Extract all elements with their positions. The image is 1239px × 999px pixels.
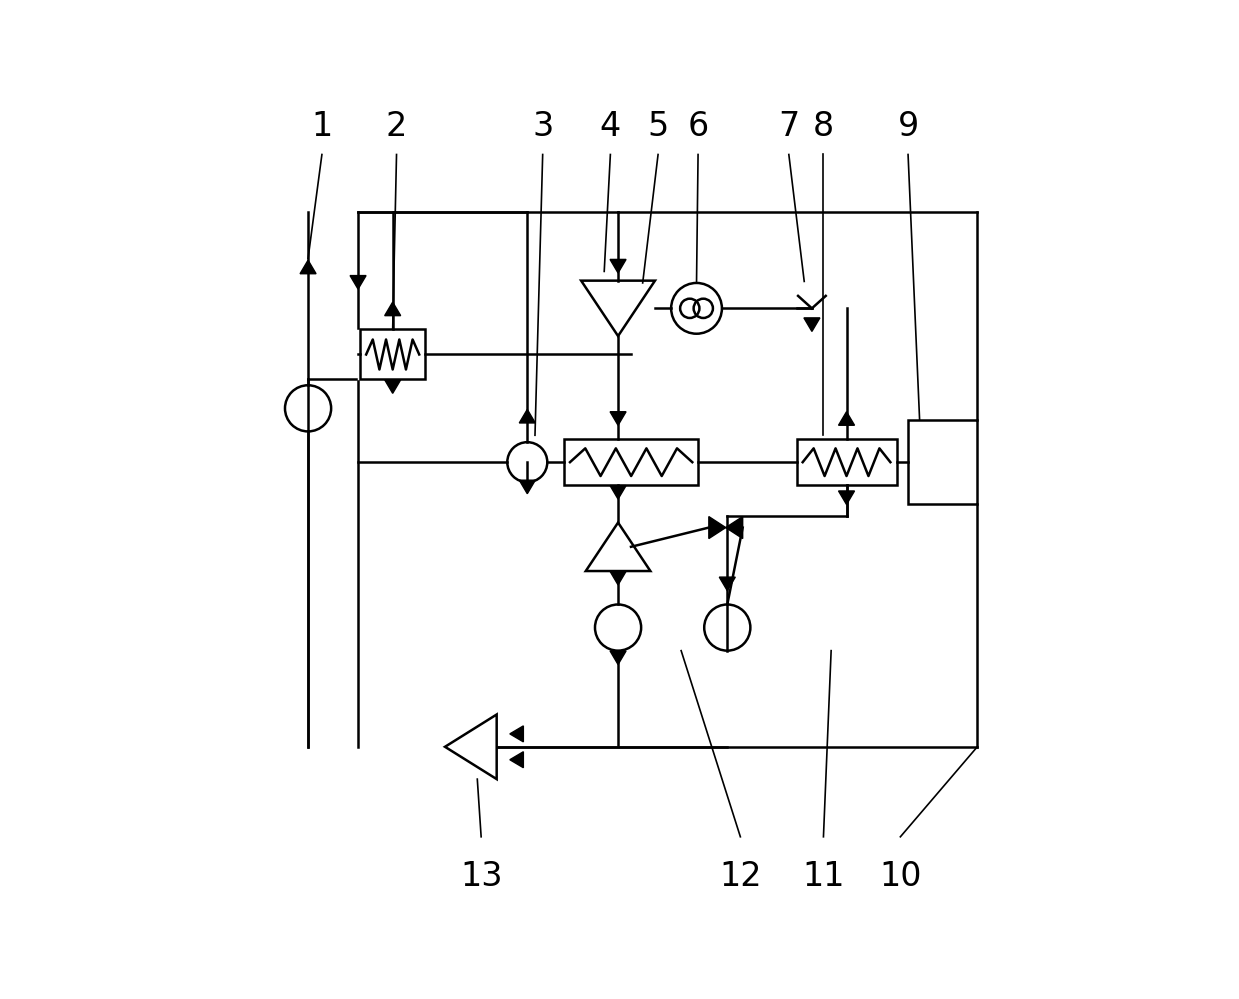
Text: 2: 2 xyxy=(385,110,408,143)
Polygon shape xyxy=(300,260,316,274)
Polygon shape xyxy=(804,318,820,332)
Polygon shape xyxy=(726,516,742,538)
Bar xyxy=(564,440,699,486)
Text: 6: 6 xyxy=(688,110,709,143)
Polygon shape xyxy=(509,726,523,742)
Polygon shape xyxy=(709,516,726,538)
Text: 10: 10 xyxy=(880,860,922,893)
Text: 1: 1 xyxy=(311,110,332,143)
Text: 11: 11 xyxy=(802,860,845,893)
Bar xyxy=(908,420,978,504)
Polygon shape xyxy=(839,412,855,426)
Polygon shape xyxy=(509,751,523,767)
Text: 12: 12 xyxy=(719,860,762,893)
Bar xyxy=(797,440,897,486)
Text: 13: 13 xyxy=(460,860,502,893)
Polygon shape xyxy=(839,491,855,504)
Bar xyxy=(361,330,425,380)
Polygon shape xyxy=(610,486,626,500)
Polygon shape xyxy=(610,260,626,273)
Text: 9: 9 xyxy=(897,110,918,143)
Polygon shape xyxy=(351,276,366,289)
Polygon shape xyxy=(519,481,535,494)
Polygon shape xyxy=(720,577,735,590)
Text: 3: 3 xyxy=(532,110,554,143)
Polygon shape xyxy=(519,410,535,423)
Polygon shape xyxy=(610,412,626,426)
Text: 4: 4 xyxy=(600,110,621,143)
Polygon shape xyxy=(384,380,400,394)
Polygon shape xyxy=(384,302,400,316)
Text: 8: 8 xyxy=(813,110,834,143)
Text: 5: 5 xyxy=(648,110,669,143)
Polygon shape xyxy=(610,571,626,584)
Polygon shape xyxy=(610,651,626,664)
Text: 7: 7 xyxy=(778,110,799,143)
